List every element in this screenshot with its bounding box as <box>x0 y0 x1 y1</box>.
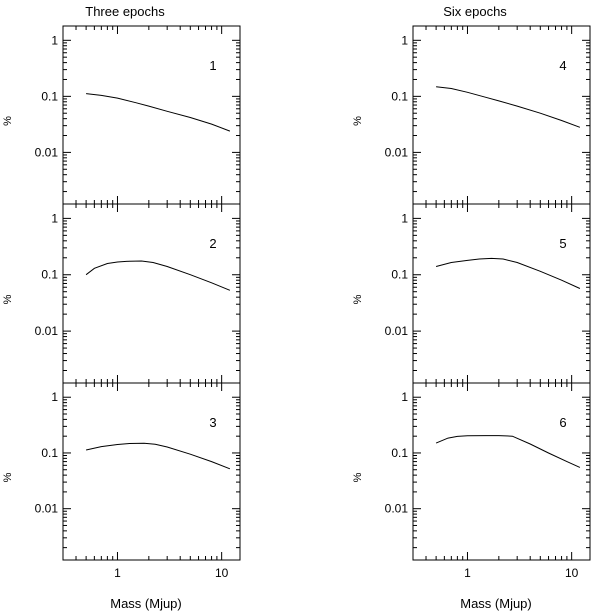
panel-3: 1 0.1 0.01 1 10% 3 <box>2 382 241 580</box>
panel-frame <box>62 203 241 384</box>
left-x-axis-label: Mass (Mjup) <box>110 596 182 611</box>
y-tick-label: 1 <box>51 33 58 47</box>
y-tick-label: 0.01 <box>385 145 409 159</box>
y-tick-label: 0.01 <box>35 324 59 338</box>
y-tick-label: 0.1 <box>391 268 408 282</box>
y-tick-label: 0.01 <box>385 502 409 516</box>
series-line <box>435 257 581 289</box>
panel-frame <box>62 25 241 205</box>
panel-number: 4 <box>559 58 566 73</box>
series-line <box>86 93 231 132</box>
panel-frame <box>412 25 591 205</box>
panel-number: 1 <box>209 58 216 73</box>
panels: 1 0.1 0.01% 1 1 0.1 0.01% 2 1 0.1 0.01 1 10% 3 1 0.1 0.0… <box>2 25 591 580</box>
left-column-title: Three epochs <box>85 4 165 19</box>
panel-1: 1 0.1 0.01% 1 <box>2 25 241 205</box>
y-tick-label: 1 <box>51 390 58 404</box>
y-axis-label: % <box>2 116 14 126</box>
panel-frame <box>412 382 591 561</box>
y-tick-label: 1 <box>401 33 408 47</box>
y-tick-label: 0.01 <box>385 324 409 338</box>
y-tick-label: 0.01 <box>35 145 59 159</box>
panel-frame <box>62 382 241 561</box>
x-tick-label: 10 <box>215 566 229 580</box>
panel-number: 2 <box>209 236 216 251</box>
series-line <box>85 260 231 291</box>
y-axis-label: % <box>352 294 364 304</box>
y-tick-label: 1 <box>51 211 58 225</box>
y-axis-label: % <box>2 472 14 482</box>
y-tick-label: 0.1 <box>391 446 408 460</box>
y-tick-label: 0.1 <box>41 89 58 103</box>
series-line <box>435 435 581 468</box>
x-tick-label: 1 <box>464 566 471 580</box>
panel-frame <box>412 203 591 384</box>
panel-2: 1 0.1 0.01% 2 <box>2 203 241 384</box>
y-tick-label: 0.1 <box>391 89 408 103</box>
right-x-axis-label: Mass (Mjup) <box>460 596 532 611</box>
y-tick-label: 0.01 <box>35 502 59 516</box>
y-tick-label: 1 <box>401 390 408 404</box>
panel-5: 1 0.1 0.01% 5 <box>352 203 591 384</box>
series-line <box>436 86 581 128</box>
panel-6: 1 0.1 0.01 1 10% 6 <box>352 382 591 580</box>
panel-number: 3 <box>209 415 216 430</box>
x-tick-label: 10 <box>565 566 579 580</box>
y-tick-label: 0.1 <box>41 268 58 282</box>
panel-4: 1 0.1 0.01% 4 <box>352 25 591 205</box>
right-column-title: Six epochs <box>443 4 507 19</box>
y-tick-label: 1 <box>401 211 408 225</box>
panel-number: 6 <box>559 415 566 430</box>
x-tick-label: 1 <box>114 566 121 580</box>
y-axis-label: % <box>352 116 364 126</box>
y-axis-label: % <box>352 472 364 482</box>
panel-number: 5 <box>559 236 566 251</box>
series-line <box>85 442 231 470</box>
y-tick-label: 0.1 <box>41 446 58 460</box>
y-axis-label: % <box>2 294 14 304</box>
